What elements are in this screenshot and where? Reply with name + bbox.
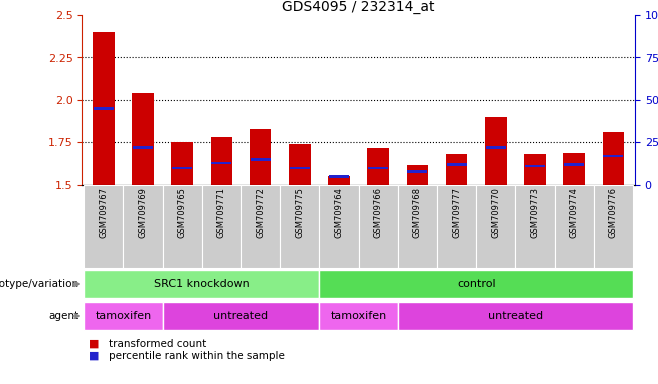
Bar <box>93 32 114 185</box>
Text: tamoxifen: tamoxifen <box>95 311 151 321</box>
FancyBboxPatch shape <box>515 185 555 268</box>
Bar <box>603 132 624 185</box>
Text: GSM709777: GSM709777 <box>452 187 461 238</box>
Bar <box>133 146 153 149</box>
FancyBboxPatch shape <box>319 301 398 330</box>
FancyBboxPatch shape <box>241 185 280 268</box>
Bar <box>603 155 623 157</box>
FancyBboxPatch shape <box>594 185 633 268</box>
Bar <box>251 158 270 161</box>
Text: ■: ■ <box>89 351 99 361</box>
Text: GSM709776: GSM709776 <box>609 187 618 238</box>
FancyBboxPatch shape <box>202 185 241 268</box>
Bar <box>563 153 585 185</box>
Text: GSM709765: GSM709765 <box>178 187 187 238</box>
Bar <box>250 129 271 185</box>
Bar <box>446 154 467 185</box>
Bar <box>565 164 584 166</box>
Text: ■: ■ <box>89 339 99 349</box>
Bar <box>485 117 507 185</box>
Bar <box>211 137 232 185</box>
Text: GSM709771: GSM709771 <box>217 187 226 238</box>
Bar <box>524 154 545 185</box>
Text: GSM709767: GSM709767 <box>99 187 109 238</box>
Bar <box>329 175 349 178</box>
Bar <box>211 162 232 164</box>
Text: GSM709770: GSM709770 <box>492 187 500 238</box>
Bar <box>172 167 192 169</box>
Text: GSM709772: GSM709772 <box>256 187 265 238</box>
Bar <box>407 165 428 185</box>
Text: GSM709774: GSM709774 <box>570 187 578 238</box>
FancyBboxPatch shape <box>437 185 476 268</box>
Text: GSM709764: GSM709764 <box>334 187 343 238</box>
Text: GSM709769: GSM709769 <box>139 187 147 238</box>
FancyBboxPatch shape <box>84 301 163 330</box>
Text: agent: agent <box>49 311 79 321</box>
FancyBboxPatch shape <box>398 301 633 330</box>
FancyBboxPatch shape <box>84 270 319 298</box>
FancyBboxPatch shape <box>84 185 124 268</box>
Bar <box>94 108 114 109</box>
FancyBboxPatch shape <box>319 270 633 298</box>
FancyBboxPatch shape <box>163 301 319 330</box>
FancyBboxPatch shape <box>476 185 515 268</box>
Text: GSM709768: GSM709768 <box>413 187 422 238</box>
Bar <box>368 167 388 169</box>
Text: GSM709773: GSM709773 <box>530 187 540 238</box>
FancyBboxPatch shape <box>163 185 202 268</box>
Bar <box>486 146 506 149</box>
FancyBboxPatch shape <box>319 185 359 268</box>
Bar <box>289 144 311 185</box>
Text: control: control <box>457 279 495 289</box>
Bar <box>367 147 389 185</box>
FancyBboxPatch shape <box>398 185 437 268</box>
Bar <box>525 165 545 167</box>
FancyBboxPatch shape <box>555 185 594 268</box>
Text: tamoxifen: tamoxifen <box>330 311 387 321</box>
Bar <box>172 142 193 185</box>
Bar <box>447 164 467 166</box>
Bar <box>290 167 310 169</box>
Text: SRC1 knockdown: SRC1 knockdown <box>154 279 249 289</box>
FancyBboxPatch shape <box>359 185 398 268</box>
Text: genotype/variation: genotype/variation <box>0 279 79 289</box>
Text: transformed count: transformed count <box>109 339 206 349</box>
Bar <box>132 93 154 185</box>
Title: GDS4095 / 232314_at: GDS4095 / 232314_at <box>282 0 435 14</box>
Text: percentile rank within the sample: percentile rank within the sample <box>109 351 284 361</box>
FancyBboxPatch shape <box>124 185 163 268</box>
Text: GSM709775: GSM709775 <box>295 187 304 238</box>
Text: untreated: untreated <box>488 311 543 321</box>
Text: untreated: untreated <box>213 311 268 321</box>
Bar <box>407 170 427 172</box>
Text: GSM709766: GSM709766 <box>374 187 383 238</box>
Bar <box>328 177 350 185</box>
FancyBboxPatch shape <box>280 185 319 268</box>
